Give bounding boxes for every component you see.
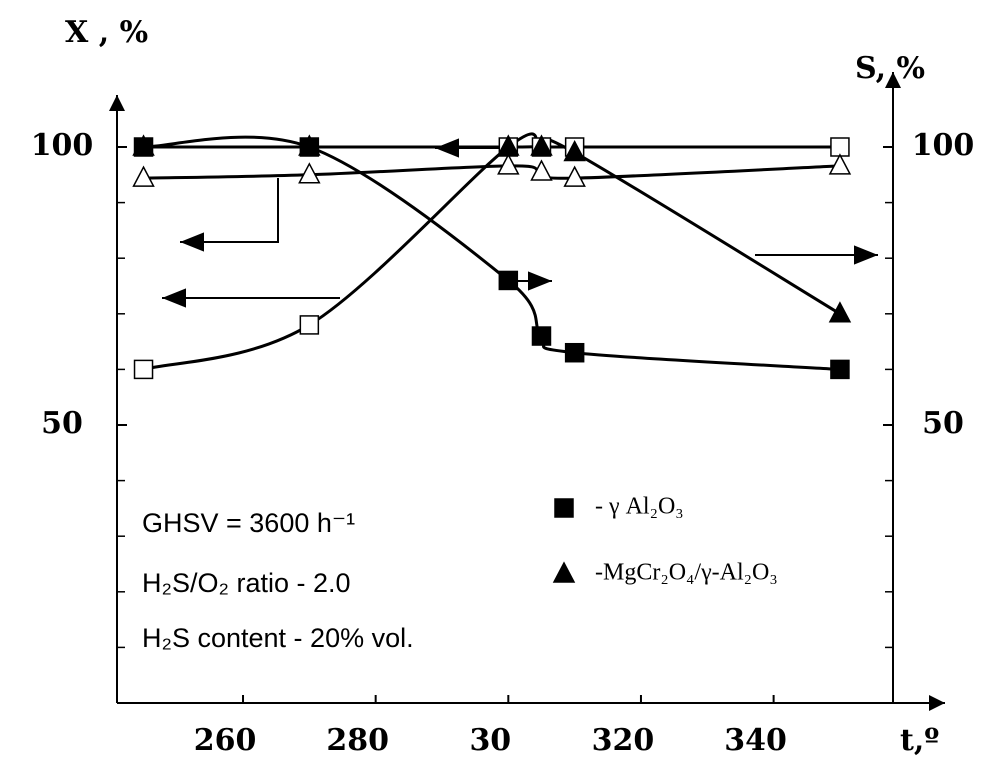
marker bbox=[563, 165, 586, 187]
marker bbox=[497, 153, 520, 175]
x-tick-label: 260 bbox=[194, 723, 257, 758]
annotation: H₂S content - 20% vol. bbox=[142, 623, 414, 653]
x-tick-label: 30 bbox=[469, 723, 511, 758]
legend-label: - γ Al₂O₃ bbox=[595, 494, 684, 520]
marker bbox=[563, 139, 586, 162]
y-axis-label: X , % bbox=[65, 15, 148, 50]
marker bbox=[564, 342, 585, 363]
x-axis-label: t,º bbox=[900, 723, 939, 758]
marker bbox=[299, 315, 320, 335]
axes bbox=[109, 72, 945, 711]
series-line bbox=[143, 132, 840, 371]
series-line bbox=[143, 135, 841, 371]
legend-marker bbox=[552, 561, 576, 583]
legend-label: -MgCr₂O₄/γ-Al₂O₃ bbox=[595, 560, 778, 586]
legend-marker bbox=[554, 498, 574, 518]
marker bbox=[298, 134, 321, 156]
x-tick-label: 320 bbox=[592, 723, 655, 758]
y-tick-label: 50 bbox=[41, 406, 83, 441]
marker bbox=[133, 359, 154, 380]
marker bbox=[530, 159, 553, 181]
marker bbox=[830, 359, 850, 380]
y2-tick-label: 50 bbox=[922, 406, 964, 441]
annotation: H₂S/O₂ ratio - 2.0 bbox=[142, 568, 351, 598]
marker bbox=[132, 165, 155, 187]
y-tick-label: 100 bbox=[31, 128, 94, 163]
arrow bbox=[180, 178, 279, 252]
annotation: GHSV = 3600 h⁻¹ bbox=[142, 508, 355, 538]
marker bbox=[132, 134, 155, 156]
marker bbox=[530, 134, 553, 156]
marker bbox=[828, 153, 852, 175]
marker bbox=[828, 301, 852, 323]
y2-axis-label: S, % bbox=[855, 51, 925, 86]
y2-tick-label: 100 bbox=[912, 128, 975, 163]
x-tick-label: 280 bbox=[326, 723, 389, 758]
marker bbox=[531, 326, 552, 346]
series-line bbox=[143, 164, 841, 180]
marker bbox=[498, 270, 519, 291]
x-tick-label: 340 bbox=[724, 723, 787, 758]
marker bbox=[298, 162, 321, 184]
